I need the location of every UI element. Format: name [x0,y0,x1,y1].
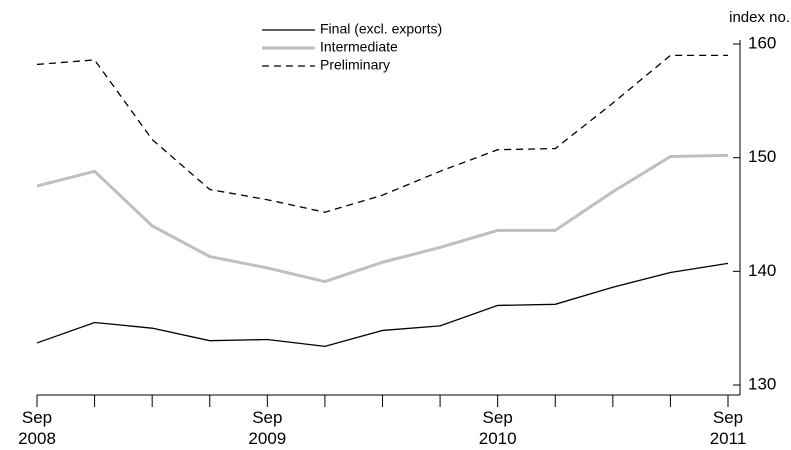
x-tick-label: Sep 2008 [18,408,56,448]
legend-label: Final (excl. exports) [320,21,442,37]
x-tick-label: Sep 2011 [709,408,747,448]
y-tick-label: 150 [748,147,776,166]
series-line [36,262,729,348]
legend-label: Intermediate [320,39,398,55]
y-tick-label: 140 [748,261,776,280]
series-line [36,54,728,213]
series-line [36,153,729,284]
y-axis-label: index no. [729,9,790,26]
y-tick-label: 130 [748,374,776,393]
x-tick-label: Sep 2010 [478,408,517,448]
x-tick-label: Sep 2009 [248,408,287,448]
y-tick-label: 160 [748,33,776,52]
legend-label: Preliminary [320,57,390,73]
